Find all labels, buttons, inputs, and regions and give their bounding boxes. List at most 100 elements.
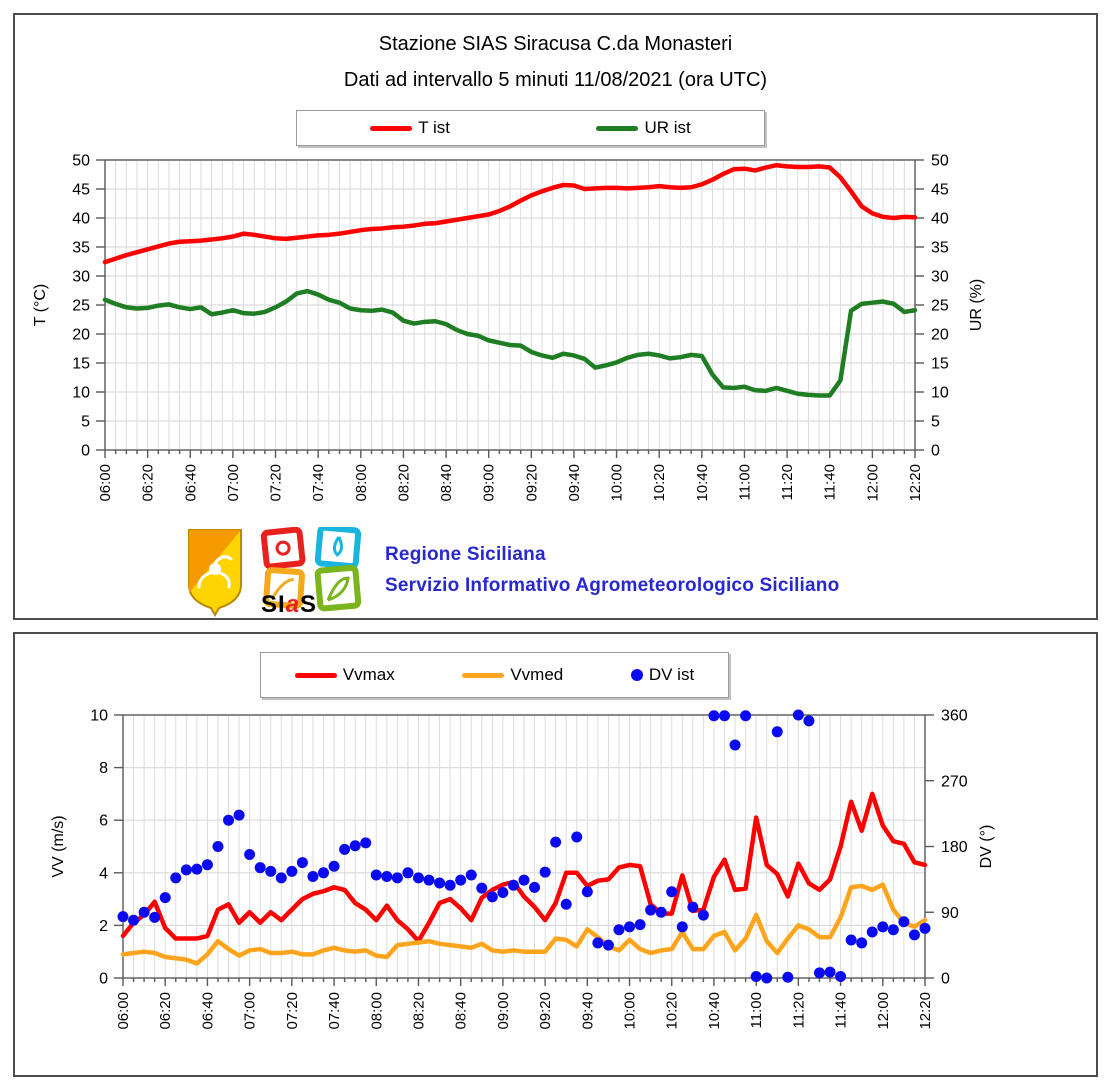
svg-text:10:00: 10:00 — [622, 992, 639, 1030]
svg-text:10:00: 10:00 — [609, 464, 626, 502]
sias-logo: SIaS — [259, 524, 367, 618]
svg-text:0: 0 — [941, 971, 950, 988]
svg-text:11:20: 11:20 — [779, 464, 796, 500]
svg-text:08:40: 08:40 — [438, 464, 455, 502]
vvmax-line-swatch-icon — [294, 672, 337, 678]
svg-text:10:40: 10:40 — [694, 464, 711, 502]
svg-text:09:00: 09:00 — [495, 992, 512, 1030]
chart-subtitle: Dati ad intervallo 5 minuti 11/08/2021 (… — [343, 69, 768, 91]
svg-text:11:00: 11:00 — [748, 992, 765, 1028]
svg-text:50: 50 — [72, 153, 90, 170]
svg-text:08:20: 08:20 — [410, 992, 427, 1030]
svg-text:08:20: 08:20 — [395, 464, 412, 502]
svg-text:09:00: 09:00 — [481, 464, 498, 502]
brand-line1: Regione Siciliana — [385, 544, 546, 565]
svg-text:07:20: 07:20 — [268, 464, 285, 502]
svg-text:12:20: 12:20 — [917, 992, 934, 1030]
svg-text:12:00: 12:00 — [875, 992, 892, 1030]
svg-text:06:20: 06:20 — [140, 464, 157, 502]
svg-text:30: 30 — [72, 269, 90, 286]
svg-text:12:00: 12:00 — [864, 464, 881, 502]
svg-text:25: 25 — [72, 298, 90, 315]
svg-text:10:20: 10:20 — [651, 464, 668, 502]
temperature-humidity-panel: Stazione SIAS Siracusa C.da Monasteri Da… — [13, 13, 1098, 620]
svg-text:08:00: 08:00 — [368, 992, 385, 1030]
temperature-humidity-chart: 06:00 06:20 06:40 07:00 07:20 07:40 08:00 08:20… — [32, 153, 985, 502]
svg-text:30: 30 — [931, 269, 949, 286]
svg-text:10: 10 — [72, 385, 90, 402]
svg-text:07:20: 07:20 — [284, 992, 301, 1030]
svg-text:08:40: 08:40 — [453, 992, 470, 1030]
branding: SIaS Regione Siciliana Servizio Informat… — [185, 524, 839, 618]
svg-text:06:40: 06:40 — [182, 464, 199, 502]
svg-text:06:40: 06:40 — [199, 992, 216, 1030]
svg-text:50: 50 — [931, 153, 949, 170]
svg-text:11:40: 11:40 — [833, 992, 850, 1028]
svg-text:07:00: 07:00 — [225, 464, 242, 502]
svg-text:45: 45 — [931, 182, 949, 199]
svg-text:0: 0 — [81, 443, 90, 460]
svg-text:4: 4 — [99, 865, 108, 882]
wind-chart: 06:00 06:20 06:40 07:00 07:20 07:40 08:00 08:20… — [50, 708, 995, 1030]
svg-text:06:20: 06:20 — [157, 992, 174, 1030]
chart-title: Stazione SIAS Siracusa C.da Monasteri — [378, 33, 733, 55]
svg-text:07:00: 07:00 — [242, 992, 259, 1030]
legend-item-dv-ist: DV ist — [630, 665, 695, 685]
svg-text:DV (°): DV (°) — [978, 825, 995, 869]
legend-label: Vvmed — [510, 665, 564, 684]
svg-text:35: 35 — [72, 240, 90, 257]
svg-text:45: 45 — [72, 182, 90, 199]
legend-item-ur-ist: UR ist — [596, 118, 691, 138]
svg-text:11:00: 11:00 — [736, 464, 753, 500]
svg-text:T (°C): T (°C) — [32, 284, 49, 327]
ur-ist-line-swatch-icon — [596, 125, 639, 131]
legend-label: DV ist — [648, 665, 695, 684]
svg-text:UR (%): UR (%) — [968, 279, 985, 331]
svg-text:10: 10 — [931, 385, 949, 402]
brand-line2: Servizio Informativo Agrometeorologico S… — [385, 575, 840, 596]
vvmed-line-swatch-icon — [462, 672, 505, 678]
svg-text:10:20: 10:20 — [664, 992, 681, 1030]
brand-text: Regione Siciliana Servizio Informativo A… — [385, 527, 839, 601]
svg-text:07:40: 07:40 — [310, 464, 327, 502]
svg-text:0: 0 — [931, 443, 940, 460]
legend-temperature-humidity: T ist UR ist — [296, 110, 765, 146]
svg-text:15: 15 — [931, 356, 949, 373]
svg-text:06:00: 06:00 — [97, 464, 114, 502]
svg-text:5: 5 — [81, 414, 90, 431]
svg-text:6: 6 — [99, 813, 108, 830]
svg-text:11:20: 11:20 — [790, 992, 807, 1028]
svg-text:40: 40 — [72, 211, 90, 228]
sias-red-a: a — [285, 591, 301, 618]
sicily-coat-of-arms-icon — [188, 529, 242, 617]
legend-item-vvmax: Vvmax — [294, 665, 395, 685]
sias-wordmark: SIaS — [261, 591, 318, 618]
svg-text:09:40: 09:40 — [579, 992, 596, 1030]
legend-item-vvmed: Vvmed — [462, 665, 563, 685]
svg-text:20: 20 — [931, 327, 949, 344]
svg-text:270: 270 — [941, 773, 968, 790]
svg-text:8: 8 — [99, 760, 108, 777]
svg-text:VV (m/s): VV (m/s) — [50, 815, 67, 877]
svg-text:09:40: 09:40 — [566, 464, 583, 502]
svg-text:5: 5 — [931, 414, 940, 431]
sias-tiles-icon — [260, 524, 362, 612]
svg-text:360: 360 — [941, 708, 968, 725]
svg-text:06:00: 06:00 — [115, 992, 132, 1030]
svg-text:40: 40 — [931, 211, 949, 228]
svg-text:25: 25 — [931, 298, 949, 315]
legend-wind: Vvmax Vvmed DV ist — [260, 652, 729, 698]
svg-text:2: 2 — [99, 918, 108, 935]
legend-item-t-ist: T ist — [370, 118, 450, 138]
svg-text:11:40: 11:40 — [822, 464, 839, 500]
wind-panel: Vvmax Vvmed DV ist 06:00 06:20 06:40 07:00 0… — [13, 632, 1098, 1077]
legend-label: UR ist — [644, 118, 691, 137]
dv-ist-dot-swatch-icon — [630, 669, 643, 681]
svg-text:07:40: 07:40 — [326, 992, 343, 1030]
svg-text:180: 180 — [941, 839, 968, 856]
svg-text:09:20: 09:20 — [523, 464, 540, 502]
svg-text:20: 20 — [72, 327, 90, 344]
legend-label: T ist — [418, 118, 451, 137]
svg-text:35: 35 — [931, 240, 949, 257]
